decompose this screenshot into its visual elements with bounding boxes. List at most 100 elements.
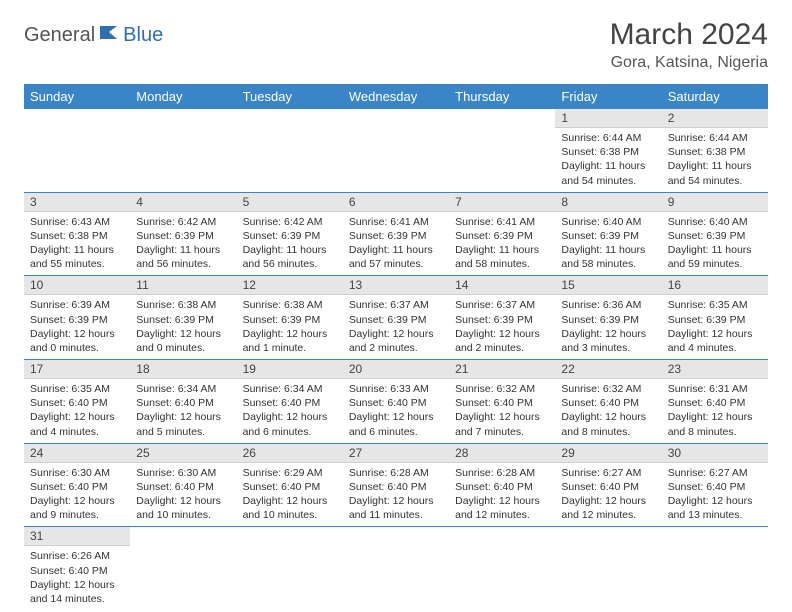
daylight-text: Daylight: 11 hours and 58 minutes. (455, 243, 549, 271)
daylight-text: Daylight: 12 hours and 0 minutes. (136, 327, 230, 355)
day-details: Sunrise: 6:39 AMSunset: 6:39 PMDaylight:… (24, 295, 130, 359)
day-number: 7 (449, 193, 555, 212)
calendar-day-cell: 10Sunrise: 6:39 AMSunset: 6:39 PMDayligh… (24, 276, 130, 360)
day-number: 28 (449, 444, 555, 463)
day-details: Sunrise: 6:40 AMSunset: 6:39 PMDaylight:… (662, 212, 768, 276)
calendar-day-cell: 2Sunrise: 6:44 AMSunset: 6:38 PMDaylight… (662, 109, 768, 192)
day-details: Sunrise: 6:40 AMSunset: 6:39 PMDaylight:… (555, 212, 661, 276)
day-details: Sunrise: 6:27 AMSunset: 6:40 PMDaylight:… (662, 463, 768, 527)
calendar-week-row: 3Sunrise: 6:43 AMSunset: 6:38 PMDaylight… (24, 192, 768, 276)
day-details: Sunrise: 6:30 AMSunset: 6:40 PMDaylight:… (24, 463, 130, 527)
calendar-day-cell: 9Sunrise: 6:40 AMSunset: 6:39 PMDaylight… (662, 192, 768, 276)
day-number: 16 (662, 276, 768, 295)
calendar-day-cell (343, 527, 449, 610)
day-details: Sunrise: 6:37 AMSunset: 6:39 PMDaylight:… (449, 295, 555, 359)
month-title: March 2024 (610, 18, 768, 52)
calendar-day-cell (130, 109, 236, 192)
day-details: Sunrise: 6:28 AMSunset: 6:40 PMDaylight:… (343, 463, 449, 527)
calendar-day-cell: 12Sunrise: 6:38 AMSunset: 6:39 PMDayligh… (237, 276, 343, 360)
day-number: 6 (343, 193, 449, 212)
day-details: Sunrise: 6:38 AMSunset: 6:39 PMDaylight:… (130, 295, 236, 359)
daylight-text: Daylight: 12 hours and 12 minutes. (561, 494, 655, 522)
calendar-day-cell: 15Sunrise: 6:36 AMSunset: 6:39 PMDayligh… (555, 276, 661, 360)
day-number: 31 (24, 527, 130, 546)
day-details: Sunrise: 6:43 AMSunset: 6:38 PMDaylight:… (24, 212, 130, 276)
sunset-text: Sunset: 6:39 PM (136, 313, 230, 327)
sunrise-text: Sunrise: 6:38 AM (243, 298, 337, 312)
sunset-text: Sunset: 6:38 PM (30, 229, 124, 243)
sunset-text: Sunset: 6:40 PM (243, 396, 337, 410)
weekday-header: Monday (130, 84, 236, 109)
sunset-text: Sunset: 6:39 PM (349, 229, 443, 243)
sunrise-text: Sunrise: 6:31 AM (668, 382, 762, 396)
calendar-day-cell: 14Sunrise: 6:37 AMSunset: 6:39 PMDayligh… (449, 276, 555, 360)
daylight-text: Daylight: 12 hours and 2 minutes. (349, 327, 443, 355)
calendar-day-cell: 29Sunrise: 6:27 AMSunset: 6:40 PMDayligh… (555, 443, 661, 527)
daylight-text: Daylight: 12 hours and 12 minutes. (455, 494, 549, 522)
day-number: 8 (555, 193, 661, 212)
sunrise-text: Sunrise: 6:37 AM (349, 298, 443, 312)
calendar-day-cell (555, 527, 661, 610)
sunrise-text: Sunrise: 6:32 AM (455, 382, 549, 396)
weekday-header: Tuesday (237, 84, 343, 109)
daylight-text: Daylight: 12 hours and 8 minutes. (668, 410, 762, 438)
location-text: Gora, Katsina, Nigeria (610, 54, 768, 72)
sunset-text: Sunset: 6:40 PM (243, 480, 337, 494)
day-number: 10 (24, 276, 130, 295)
flag-icon (99, 25, 121, 46)
sunset-text: Sunset: 6:40 PM (30, 480, 124, 494)
sunrise-text: Sunrise: 6:35 AM (668, 298, 762, 312)
title-block: March 2024 Gora, Katsina, Nigeria (610, 18, 768, 72)
day-details: Sunrise: 6:42 AMSunset: 6:39 PMDaylight:… (130, 212, 236, 276)
sunset-text: Sunset: 6:38 PM (561, 145, 655, 159)
sunrise-text: Sunrise: 6:44 AM (561, 131, 655, 145)
day-details: Sunrise: 6:42 AMSunset: 6:39 PMDaylight:… (237, 212, 343, 276)
sunset-text: Sunset: 6:40 PM (668, 480, 762, 494)
day-number-empty (555, 527, 661, 545)
day-number: 17 (24, 360, 130, 379)
calendar-day-cell: 30Sunrise: 6:27 AMSunset: 6:40 PMDayligh… (662, 443, 768, 527)
calendar-day-cell: 20Sunrise: 6:33 AMSunset: 6:40 PMDayligh… (343, 360, 449, 444)
calendar-day-cell: 25Sunrise: 6:30 AMSunset: 6:40 PMDayligh… (130, 443, 236, 527)
sunset-text: Sunset: 6:40 PM (668, 396, 762, 410)
daylight-text: Daylight: 11 hours and 59 minutes. (668, 243, 762, 271)
daylight-text: Daylight: 12 hours and 2 minutes. (455, 327, 549, 355)
calendar-day-cell: 28Sunrise: 6:28 AMSunset: 6:40 PMDayligh… (449, 443, 555, 527)
calendar-day-cell: 19Sunrise: 6:34 AMSunset: 6:40 PMDayligh… (237, 360, 343, 444)
sunset-text: Sunset: 6:40 PM (561, 480, 655, 494)
day-number: 23 (662, 360, 768, 379)
daylight-text: Daylight: 11 hours and 58 minutes. (561, 243, 655, 271)
day-number: 18 (130, 360, 236, 379)
daylight-text: Daylight: 12 hours and 4 minutes. (30, 410, 124, 438)
daylight-text: Daylight: 11 hours and 57 minutes. (349, 243, 443, 271)
calendar-week-row: 24Sunrise: 6:30 AMSunset: 6:40 PMDayligh… (24, 443, 768, 527)
sunset-text: Sunset: 6:39 PM (243, 229, 337, 243)
day-number: 3 (24, 193, 130, 212)
day-number: 24 (24, 444, 130, 463)
daylight-text: Daylight: 12 hours and 3 minutes. (561, 327, 655, 355)
sunset-text: Sunset: 6:39 PM (349, 313, 443, 327)
day-number: 30 (662, 444, 768, 463)
sunset-text: Sunset: 6:39 PM (136, 229, 230, 243)
calendar-day-cell: 1Sunrise: 6:44 AMSunset: 6:38 PMDaylight… (555, 109, 661, 192)
daylight-text: Daylight: 12 hours and 9 minutes. (30, 494, 124, 522)
sunrise-text: Sunrise: 6:32 AM (561, 382, 655, 396)
weekday-header-row: SundayMondayTuesdayWednesdayThursdayFrid… (24, 84, 768, 109)
day-number-empty (343, 109, 449, 127)
calendar-week-row: 17Sunrise: 6:35 AMSunset: 6:40 PMDayligh… (24, 360, 768, 444)
daylight-text: Daylight: 11 hours and 56 minutes. (136, 243, 230, 271)
calendar-day-cell: 11Sunrise: 6:38 AMSunset: 6:39 PMDayligh… (130, 276, 236, 360)
calendar-day-cell: 26Sunrise: 6:29 AMSunset: 6:40 PMDayligh… (237, 443, 343, 527)
calendar-day-cell: 23 Sunrise: 6:31 AMSunset: 6:40 PMDayligh… (662, 360, 768, 444)
day-details: Sunrise: 6:32 AMSunset: 6:40 PMDaylight:… (449, 379, 555, 443)
calendar-table: SundayMondayTuesdayWednesdayThursdayFrid… (24, 84, 768, 610)
calendar-day-cell: 13Sunrise: 6:37 AMSunset: 6:39 PMDayligh… (343, 276, 449, 360)
day-number: 5 (237, 193, 343, 212)
sunrise-text: Sunrise: 6:26 AM (30, 549, 124, 563)
day-details: Sunrise: 6:44 AMSunset: 6:38 PMDaylight:… (662, 128, 768, 192)
sunrise-text: Sunrise: 6:30 AM (136, 466, 230, 480)
sunset-text: Sunset: 6:39 PM (668, 313, 762, 327)
daylight-text: Daylight: 12 hours and 0 minutes. (30, 327, 124, 355)
weekday-header: Sunday (24, 84, 130, 109)
sunrise-text: Sunrise: 6:37 AM (455, 298, 549, 312)
